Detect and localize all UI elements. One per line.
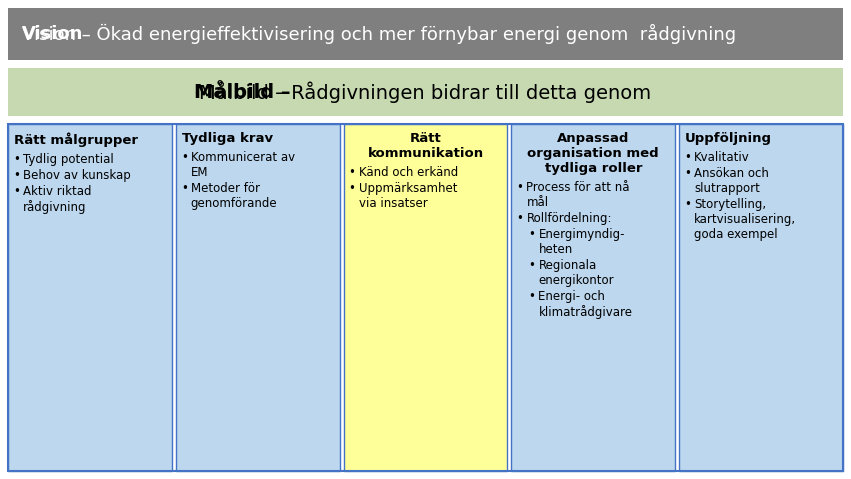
Bar bbox=[176, 124, 340, 471]
Text: Kommunicerat av
EM: Kommunicerat av EM bbox=[191, 151, 295, 179]
Text: Energimyndig-
heten: Energimyndig- heten bbox=[539, 228, 625, 256]
Text: •: • bbox=[517, 181, 523, 194]
Text: Rollfördelning:: Rollfördelning: bbox=[527, 212, 612, 225]
Text: •: • bbox=[180, 182, 188, 195]
Text: Kvalitativ: Kvalitativ bbox=[694, 151, 750, 164]
Text: Aktiv riktad
rådgivning: Aktiv riktad rådgivning bbox=[23, 184, 92, 214]
Text: Tydlig potential: Tydlig potential bbox=[23, 153, 114, 166]
Text: Metoder för
genomförande: Metoder för genomförande bbox=[191, 182, 277, 210]
Text: •: • bbox=[517, 212, 523, 225]
Bar bbox=[344, 124, 507, 471]
Text: •: • bbox=[528, 228, 535, 241]
Text: Process för att nå
mål: Process för att nå mål bbox=[527, 181, 630, 209]
Text: •: • bbox=[528, 259, 535, 272]
Text: •: • bbox=[349, 182, 356, 195]
Text: Målbild – Rådgivningen bidrar till detta genom: Målbild – Rådgivningen bidrar till detta… bbox=[199, 81, 652, 103]
Text: Känd och erkänd: Känd och erkänd bbox=[358, 166, 458, 179]
Text: Vision: Vision bbox=[22, 25, 83, 43]
Text: •: • bbox=[13, 184, 20, 197]
Text: •: • bbox=[684, 167, 691, 180]
Text: •: • bbox=[684, 151, 691, 164]
Bar bbox=[8, 8, 843, 60]
Bar bbox=[679, 124, 843, 471]
Text: Rätt målgrupper: Rätt målgrupper bbox=[14, 132, 138, 147]
Bar bbox=[8, 124, 843, 471]
Text: Energi- och
klimatrådgivare: Energi- och klimatrådgivare bbox=[539, 290, 632, 319]
Text: Uppföljning: Uppföljning bbox=[685, 132, 772, 145]
Text: •: • bbox=[13, 153, 20, 166]
Text: Regionala
energikontor: Regionala energikontor bbox=[539, 259, 614, 287]
Text: Uppmärksamhet
via insatser: Uppmärksamhet via insatser bbox=[358, 182, 457, 210]
Text: •: • bbox=[528, 290, 535, 303]
Text: Anpassad
organisation med
tydliga roller: Anpassad organisation med tydliga roller bbox=[528, 132, 660, 175]
Text: •: • bbox=[349, 166, 356, 179]
Text: •: • bbox=[684, 198, 691, 211]
Bar bbox=[8, 124, 172, 471]
Text: •: • bbox=[13, 169, 20, 182]
Text: Tydliga krav: Tydliga krav bbox=[182, 132, 273, 145]
Text: Ansökan och
slutrapport: Ansökan och slutrapport bbox=[694, 167, 769, 195]
Text: Vision – Ökad energieffektivisering och mer förnybar energi genom  rådgivning: Vision – Ökad energieffektivisering och … bbox=[22, 24, 736, 44]
Text: •: • bbox=[180, 151, 188, 164]
Text: Behov av kunskap: Behov av kunskap bbox=[23, 169, 131, 182]
Bar bbox=[8, 68, 843, 116]
Text: Målbild –: Målbild – bbox=[194, 82, 291, 102]
Text: Storytelling,
kartvisualisering,
goda exempel: Storytelling, kartvisualisering, goda ex… bbox=[694, 198, 797, 241]
Bar bbox=[511, 124, 675, 471]
Text: Rätt
kommunikation: Rätt kommunikation bbox=[368, 132, 483, 160]
